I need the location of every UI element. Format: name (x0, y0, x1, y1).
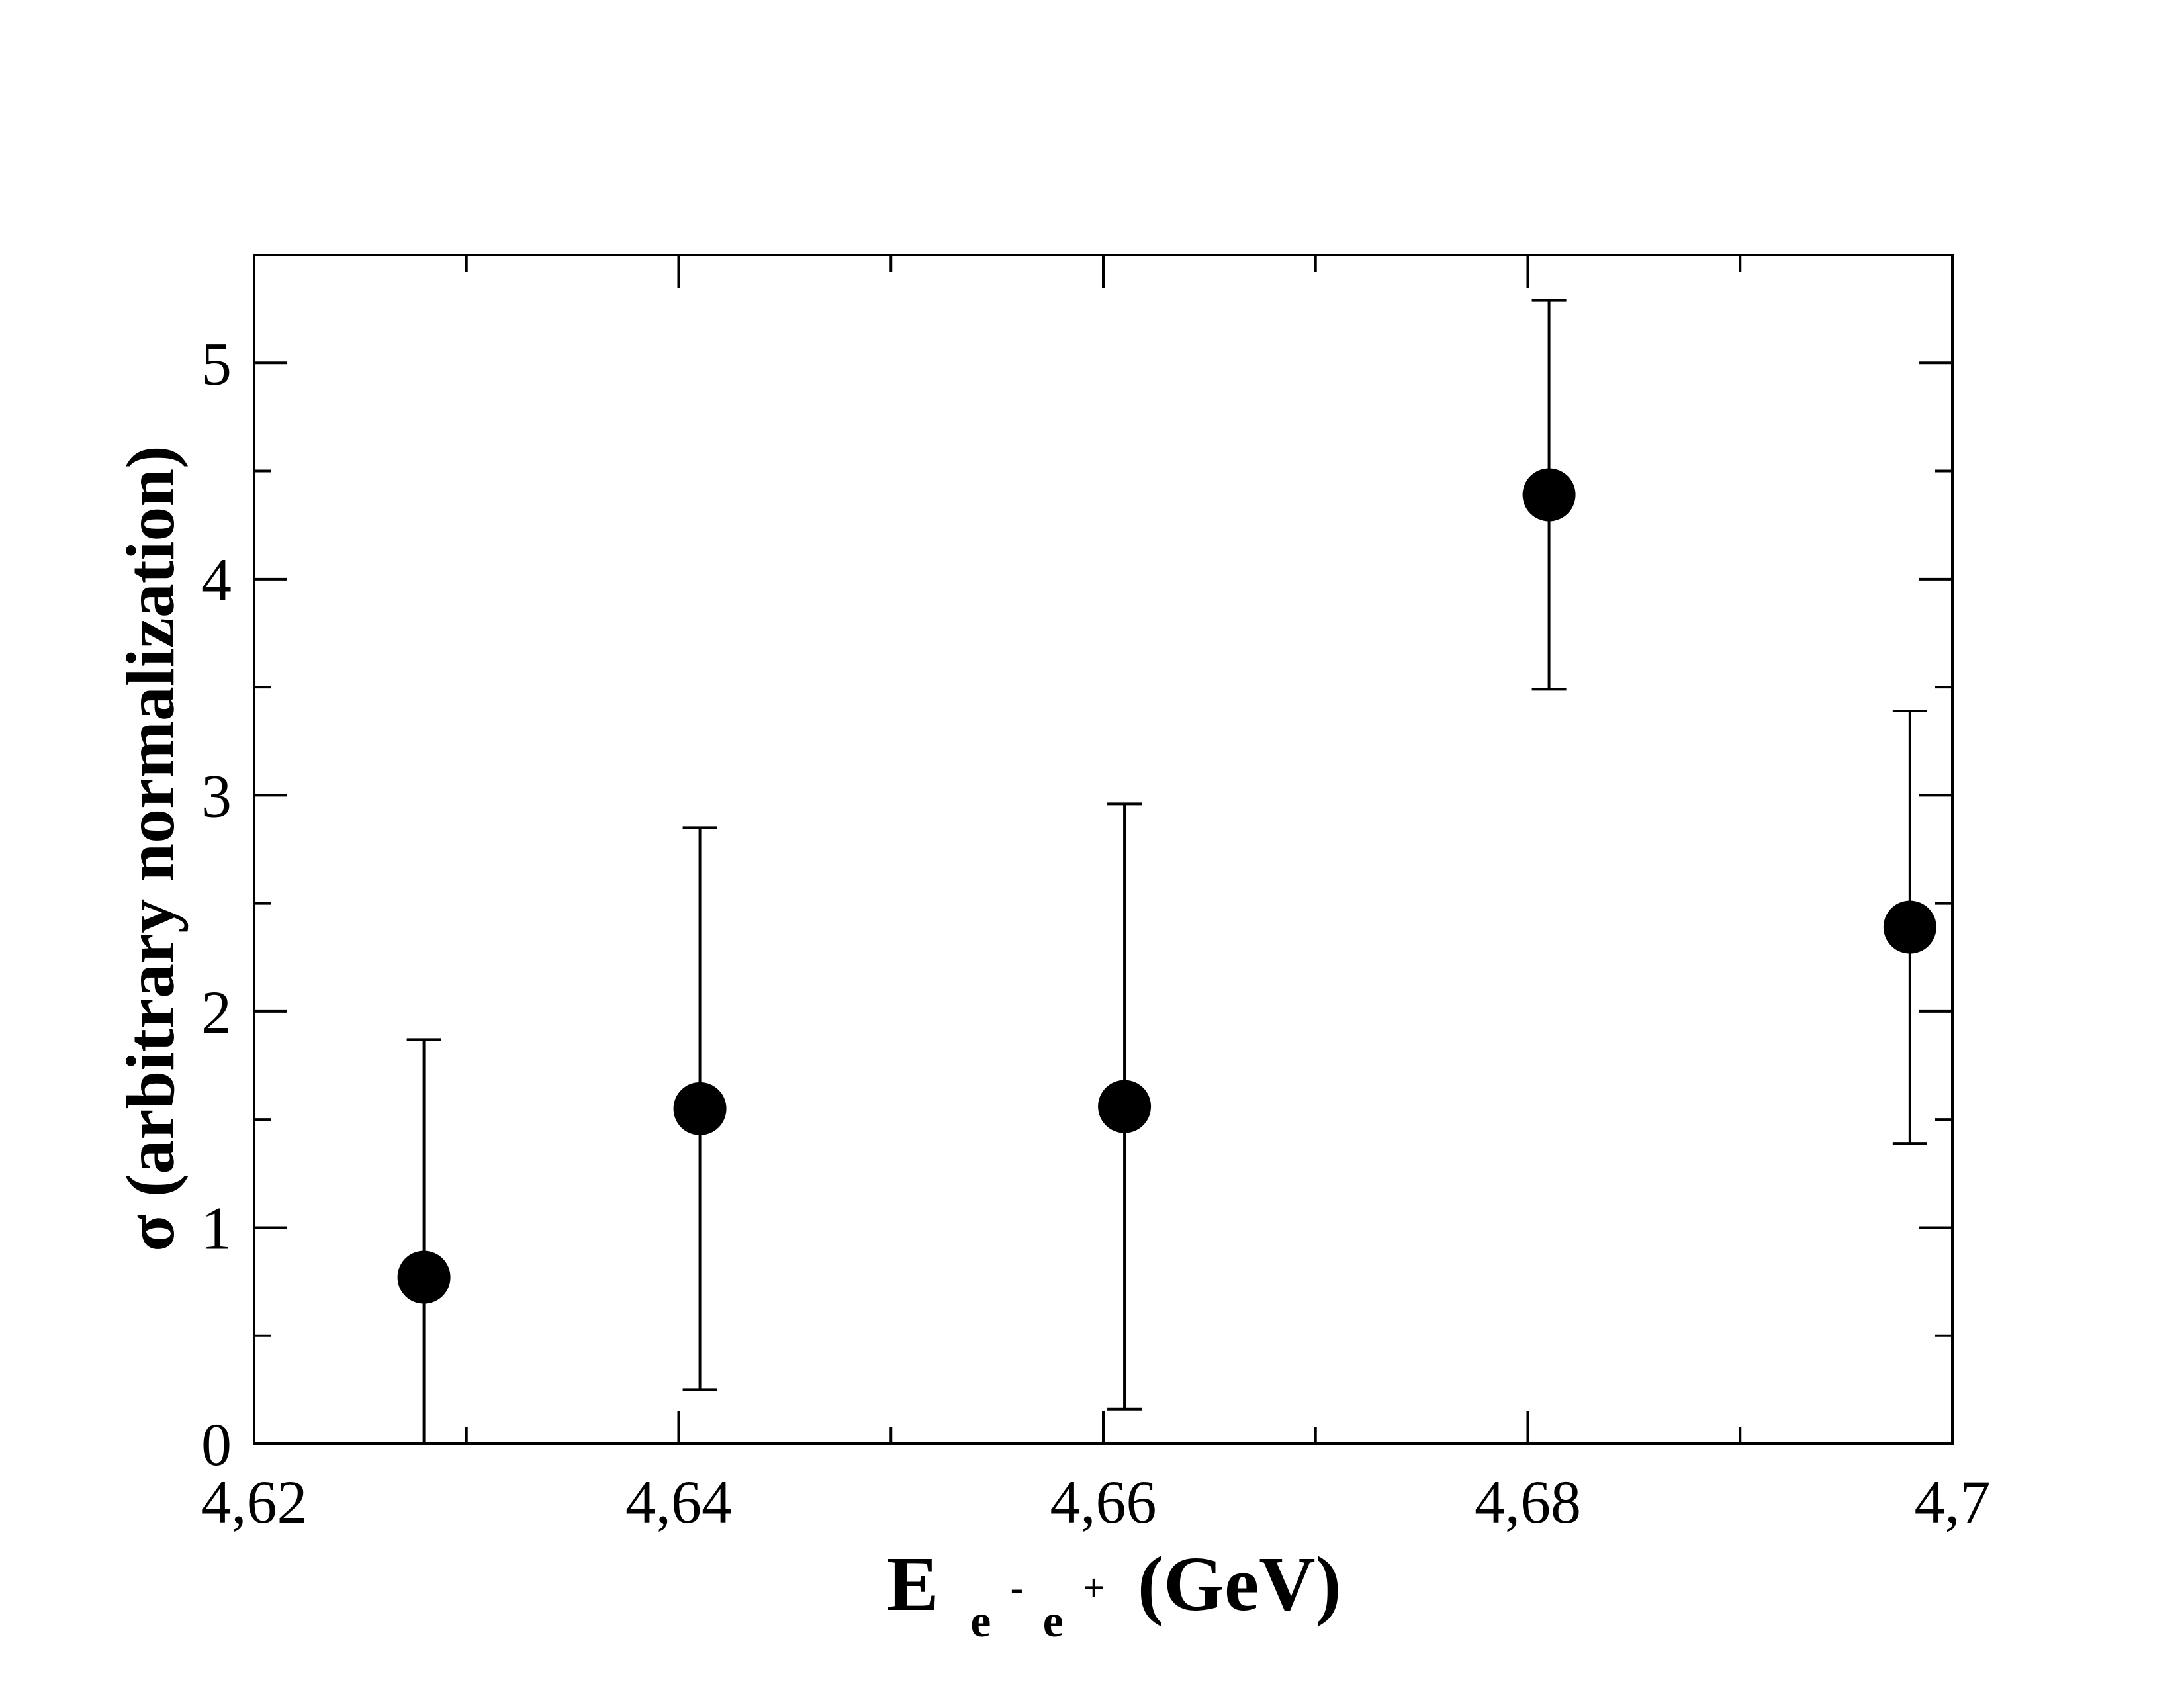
y-tick-label: 3 (201, 762, 232, 829)
data-point (1883, 900, 1936, 954)
x-tick-label: 4,7 (1915, 1468, 1991, 1536)
x-axis-title-sup-a: - (1011, 1566, 1023, 1609)
axis-ticks (253, 255, 1954, 1445)
x-tick-label: 4,66 (1050, 1468, 1157, 1536)
error-bars (406, 299, 1927, 1444)
x-axis-title-sub-a: e (970, 1596, 991, 1647)
y-tick-label: 2 (201, 978, 232, 1046)
x-axis-title: E e - e + (GeV) (887, 1531, 1342, 1654)
x-tick-label: 4,62 (201, 1468, 308, 1536)
x-axis-title-main: E (887, 1540, 939, 1627)
data-point (1522, 468, 1576, 522)
x-tick-label: 4,68 (1475, 1468, 1581, 1536)
y-tick-label: 4 (201, 546, 232, 614)
y-tick-label: 5 (201, 330, 232, 397)
axis-tick-labels: 4,62 4,64 4,66 4,68 4,7 0 1 2 3 4 5 (201, 330, 1991, 1536)
x-axis-title-sup-b: + (1083, 1566, 1105, 1609)
x-axis-title-sub-b: e (1043, 1596, 1064, 1647)
plot-frame (253, 254, 1954, 1445)
x-tick-label: 4,64 (625, 1468, 732, 1536)
data-point (673, 1082, 727, 1135)
y-tick-label: 1 (201, 1194, 232, 1262)
x-axis-title-unit: (GeV) (1138, 1540, 1342, 1627)
y-tick-label: 0 (201, 1411, 232, 1478)
data-point (1098, 1080, 1152, 1133)
data-point (397, 1250, 451, 1304)
y-axis-title: σ (arbitrary normalization) (113, 445, 189, 1252)
data-points (397, 468, 1936, 1304)
